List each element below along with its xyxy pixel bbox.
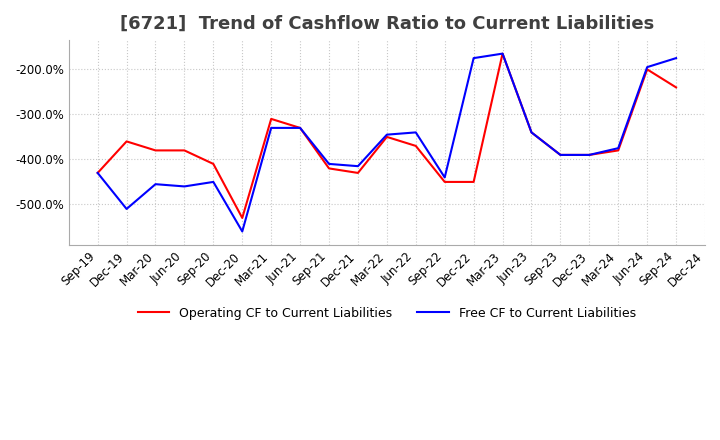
Operating CF to Current Liabilities — [382, 134, 391, 139]
Operating CF to Current Liabilities — [672, 85, 680, 90]
Free CF to Current Liabilities — [527, 130, 536, 135]
Operating CF to Current Liabilities — [180, 148, 189, 153]
Operating CF to Current Liabilities — [585, 152, 593, 158]
Free CF to Current Liabilities — [354, 164, 362, 169]
Operating CF to Current Liabilities — [614, 148, 623, 153]
Operating CF to Current Liabilities — [325, 166, 333, 171]
Free CF to Current Liabilities — [469, 55, 478, 61]
Free CF to Current Liabilities — [267, 125, 276, 131]
Free CF to Current Liabilities — [325, 161, 333, 167]
Operating CF to Current Liabilities — [469, 179, 478, 184]
Operating CF to Current Liabilities — [122, 139, 131, 144]
Free CF to Current Liabilities — [180, 184, 189, 189]
Free CF to Current Liabilities — [382, 132, 391, 137]
Free CF to Current Liabilities — [151, 182, 160, 187]
Operating CF to Current Liabilities — [441, 179, 449, 184]
Free CF to Current Liabilities — [238, 229, 246, 234]
Operating CF to Current Liabilities — [267, 116, 276, 121]
Free CF to Current Liabilities — [94, 170, 102, 176]
Free CF to Current Liabilities — [585, 152, 593, 158]
Operating CF to Current Liabilities — [411, 143, 420, 149]
Operating CF to Current Liabilities — [296, 125, 305, 131]
Operating CF to Current Liabilities — [94, 170, 102, 176]
Free CF to Current Liabilities — [498, 51, 507, 56]
Free CF to Current Liabilities — [672, 55, 680, 61]
Operating CF to Current Liabilities — [498, 51, 507, 56]
Free CF to Current Liabilities — [296, 125, 305, 131]
Free CF to Current Liabilities — [643, 65, 652, 70]
Free CF to Current Liabilities — [614, 146, 623, 151]
Operating CF to Current Liabilities — [556, 152, 564, 158]
Operating CF to Current Liabilities — [643, 67, 652, 72]
Line: Free CF to Current Liabilities: Free CF to Current Liabilities — [98, 54, 676, 231]
Operating CF to Current Liabilities — [151, 148, 160, 153]
Operating CF to Current Liabilities — [209, 161, 217, 167]
Free CF to Current Liabilities — [209, 179, 217, 184]
Free CF to Current Liabilities — [411, 130, 420, 135]
Free CF to Current Liabilities — [556, 152, 564, 158]
Legend: Operating CF to Current Liabilities, Free CF to Current Liabilities: Operating CF to Current Liabilities, Fre… — [133, 302, 641, 325]
Operating CF to Current Liabilities — [354, 170, 362, 176]
Operating CF to Current Liabilities — [527, 130, 536, 135]
Free CF to Current Liabilities — [441, 175, 449, 180]
Title: [6721]  Trend of Cashflow Ratio to Current Liabilities: [6721] Trend of Cashflow Ratio to Curren… — [120, 15, 654, 33]
Line: Operating CF to Current Liabilities: Operating CF to Current Liabilities — [98, 54, 676, 218]
Operating CF to Current Liabilities — [238, 215, 246, 220]
Free CF to Current Liabilities — [122, 206, 131, 212]
